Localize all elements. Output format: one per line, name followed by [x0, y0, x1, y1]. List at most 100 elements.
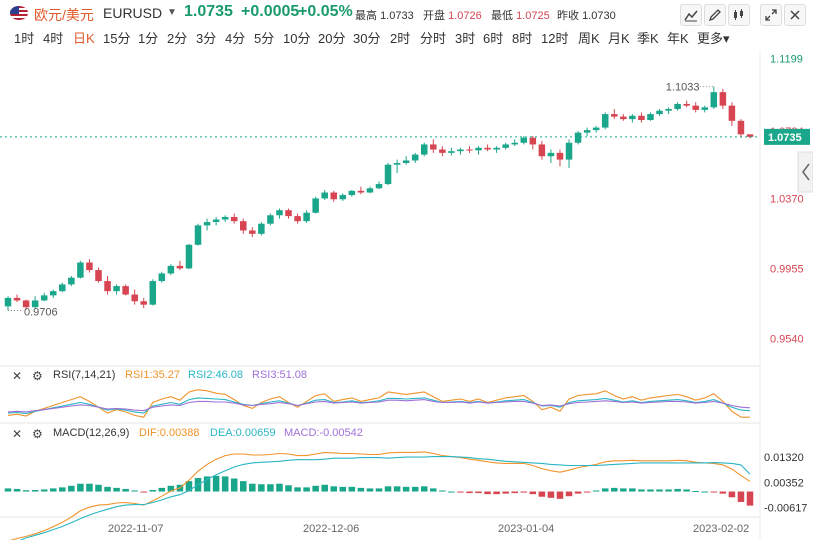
macd-bar-44: [402, 486, 410, 492]
candle-body-62: [565, 142, 573, 160]
candle-body-17: [158, 273, 166, 282]
macd-bar-9: [86, 483, 93, 492]
candle-body-52: [475, 147, 482, 151]
macd-bar-24: [221, 476, 229, 492]
candle-body-58: [529, 137, 537, 145]
flag-icon: [10, 6, 28, 20]
period-2[interactable]: 日K: [73, 31, 95, 46]
macd-axis-label-0: 0.01320: [764, 452, 804, 464]
chevron-down-icon[interactable]: ▼: [167, 7, 177, 18]
macd-bar-5: [49, 488, 57, 492]
rsi-settings-icon[interactable]: ⚙: [32, 369, 43, 383]
candle-body-46: [420, 144, 428, 155]
candle-body-72: [656, 110, 663, 115]
period-18[interactable]: 周K: [578, 31, 600, 46]
macd-bar-49: [448, 491, 455, 493]
candle-body-73: [665, 109, 672, 111]
candle-body-68: [620, 116, 627, 120]
period-1[interactable]: 4时: [43, 31, 64, 46]
close-rsi-icon[interactable]: ✕: [12, 369, 23, 383]
macd-bar-7: [68, 485, 75, 492]
candle-body-64: [583, 130, 591, 133]
close-icon[interactable]: [784, 4, 806, 26]
period-17[interactable]: 12时: [541, 31, 569, 46]
candle-body-48: [439, 149, 446, 153]
indicator-icon[interactable]: [728, 4, 750, 26]
candle-body-18: [167, 265, 175, 274]
last-price: 1.0735: [184, 3, 233, 20]
macd-bar-76: [692, 491, 699, 493]
period-4[interactable]: 1分: [138, 31, 159, 46]
macd-bar-30: [276, 483, 283, 492]
period-0[interactable]: 1时: [14, 31, 35, 46]
macd-bar-77: [701, 491, 709, 493]
pair-code[interactable]: EURUSD: [103, 5, 163, 21]
macd-bar-65: [592, 490, 600, 492]
period-20[interactable]: 季K: [637, 31, 659, 46]
low-annotation: 0.9706: [24, 307, 58, 319]
period-16[interactable]: 8时: [512, 31, 533, 46]
fullscreen-icon[interactable]: [760, 4, 782, 26]
macd-bar-39: [357, 487, 365, 492]
stat-high: 最高 1.0733: [355, 10, 414, 22]
candle-body-3: [31, 300, 39, 308]
candle-body-29: [267, 215, 274, 224]
period-14[interactable]: 3时: [455, 31, 476, 46]
candle-body-26: [240, 221, 247, 231]
macd-bar-46: [420, 486, 428, 492]
macd-bar-59: [538, 491, 546, 497]
period-19[interactable]: 月K: [608, 31, 630, 46]
period-22[interactable]: 更多▾: [697, 31, 730, 46]
macd-settings-icon[interactable]: ⚙: [32, 427, 43, 441]
macd-bar-62: [565, 491, 573, 497]
macd-bar-36: [330, 486, 338, 492]
period-9[interactable]: 10分: [283, 31, 311, 46]
period-10[interactable]: 20分: [318, 31, 346, 46]
macd-bar-20: [185, 481, 193, 492]
candle-body-74: [674, 103, 681, 110]
candle-body-11: [104, 281, 111, 292]
period-15[interactable]: 6时: [483, 31, 504, 46]
period-3[interactable]: 15分: [103, 31, 131, 46]
candle-body-81: [737, 120, 745, 135]
candle-body-2: [22, 300, 30, 308]
pair-name[interactable]: 欧元/美元: [34, 7, 94, 23]
candle-body-6: [59, 284, 66, 292]
macd-bar-69: [629, 488, 636, 492]
x-axis-label-1: 2022-12-06: [303, 523, 359, 535]
chart-type-icon[interactable]: [680, 4, 702, 26]
period-21[interactable]: 年K: [667, 31, 689, 46]
macd-bar-16: [149, 489, 157, 492]
macd-bar-70: [638, 489, 645, 492]
period-13[interactable]: 分时: [420, 31, 447, 46]
period-6[interactable]: 3分: [196, 31, 217, 46]
macd-bar-57: [520, 491, 528, 493]
macd-bar-78: [710, 491, 718, 493]
macd-bar-12: [113, 487, 120, 492]
period-12[interactable]: 2时: [390, 31, 411, 46]
period-7[interactable]: 4分: [225, 31, 246, 46]
candle-body-44: [402, 160, 410, 163]
candle-body-43: [393, 162, 401, 165]
candle-body-51: [466, 149, 473, 151]
period-8[interactable]: 5分: [254, 31, 275, 46]
macd-bar-56: [511, 491, 518, 494]
macd-bar-43: [393, 486, 401, 492]
candle-body-25: [230, 216, 238, 222]
rsi3-line: [7, 399, 751, 413]
period-11[interactable]: 30分: [353, 31, 381, 46]
candle-body-75: [683, 103, 690, 106]
x-axis-label-0: 2022-11-07: [108, 523, 163, 535]
macd-bar-14: [131, 490, 138, 492]
draw-tool-icon[interactable]: [704, 4, 726, 26]
candle-body-4: [40, 295, 48, 301]
close-macd-icon[interactable]: ✕: [12, 427, 23, 441]
macd-bar-10: [95, 484, 102, 492]
macd-bar-74: [674, 488, 681, 492]
macd-bar-28: [258, 484, 265, 492]
candle-body-14: [131, 294, 138, 302]
period-5[interactable]: 2分: [167, 31, 188, 46]
x-axis-label-2: 2023-01-04: [498, 523, 554, 535]
macd-bar-55: [502, 491, 509, 494]
